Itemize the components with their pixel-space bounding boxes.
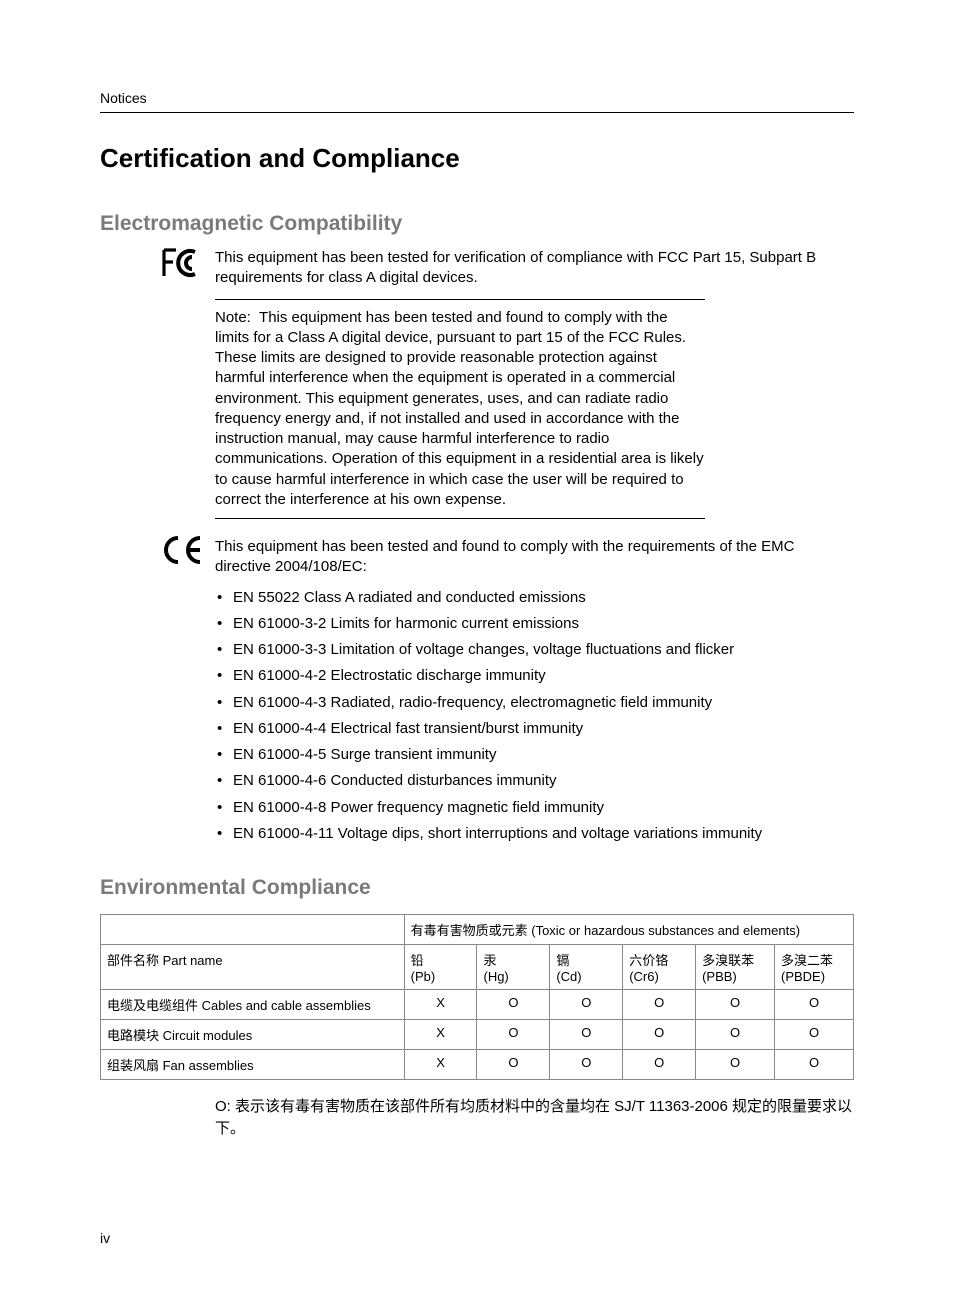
substance-value-cell: O [550,990,623,1020]
substance-col-header: 六价铬(Cr6) [623,945,696,990]
substance-col-header: 汞(Hg) [477,945,550,990]
substance-col-header: 多溴二苯(PBDE) [775,945,854,990]
substance-value-cell: O [477,1020,550,1050]
ce-text: This equipment has been tested and found… [215,537,854,578]
substance-col-header: 铅(Pb) [404,945,477,990]
part-name-cell: 组装风扇 Fan assemblies [101,1050,405,1080]
env-footnote: O: 表示该有毒有害物质在该部件所有均质材料中的含量均在 SJ/T 11363-… [215,1096,854,1140]
standards-item: EN 61000-4-5 Surge transient immunity [215,745,854,765]
table-row: 电缆及电缆组件 Cables and cable assembliesXOOOO… [101,990,854,1020]
emc-standards-list: EN 55022 Class A radiated and conducted … [215,588,854,845]
substance-value-cell: X [404,1020,477,1050]
fcc-note-box: Note: This equipment has been tested and… [215,299,705,520]
substance-value-cell: O [623,1020,696,1050]
substance-value-cell: O [477,1050,550,1080]
substance-value-cell: O [550,1050,623,1080]
part-name-cell: 电路模块 Circuit modules [101,1020,405,1050]
header-section-label: Notices [100,90,854,113]
env-section: Environmental Compliance 有毒有害物质或元素 (Toxi… [100,876,854,1140]
substance-value-cell: X [404,1050,477,1080]
part-name-cell: 电缆及电缆组件 Cables and cable assemblies [101,990,405,1020]
fcc-block: This equipment has been tested for verif… [215,248,854,519]
substance-value-cell: X [404,990,477,1020]
substance-value-cell: O [696,990,775,1020]
standards-item: EN 61000-3-2 Limits for harmonic current… [215,614,854,634]
table-row: 电路模块 Circuit modulesXOOOOO [101,1020,854,1050]
standards-item: EN 61000-4-3 Radiated, radio-frequency, … [215,693,854,713]
substance-value-cell: O [775,1050,854,1080]
fcc-text: This equipment has been tested for verif… [215,248,854,289]
page-number: iv [100,1230,854,1246]
note-label: Note: [215,309,251,326]
standards-item: EN 61000-4-2 Electrostatic discharge imm… [215,666,854,686]
substance-value-cell: O [696,1020,775,1050]
substances-span-header: 有毒有害物质或元素 (Toxic or hazardous substances… [404,915,853,945]
standards-item: EN 61000-4-11 Voltage dips, short interr… [215,824,854,844]
ce-block: This equipment has been tested and found… [215,537,854,844]
substance-value-cell: O [775,1020,854,1050]
standards-item: EN 61000-4-8 Power frequency magnetic fi… [215,798,854,818]
partname-col-header: 部件名称 Part name [101,945,405,990]
substance-value-cell: O [696,1050,775,1080]
env-compliance-table: 有毒有害物质或元素 (Toxic or hazardous substances… [100,914,854,1080]
env-heading: Environmental Compliance [100,876,854,900]
substance-value-cell: O [775,990,854,1020]
standards-item: EN 61000-4-6 Conducted disturbances immu… [215,771,854,791]
page-title: Certification and Compliance [100,143,854,174]
substance-value-cell: O [623,990,696,1020]
substance-col-header: 多溴联苯(PBB) [696,945,775,990]
emc-heading: Electromagnetic Compatibility [100,212,854,236]
substance-value-cell: O [477,990,550,1020]
standards-item: EN 61000-4-4 Electrical fast transient/b… [215,719,854,739]
standards-item: EN 55022 Class A radiated and conducted … [215,588,854,608]
fcc-icon [160,246,208,285]
note-text: This equipment has been tested and found… [215,309,704,508]
table-row: 组装风扇 Fan assembliesXOOOOO [101,1050,854,1080]
substance-value-cell: O [623,1050,696,1080]
ce-icon [160,535,204,570]
substance-value-cell: O [550,1020,623,1050]
standards-item: EN 61000-3-3 Limitation of voltage chang… [215,640,854,660]
table-header-blank [101,915,405,945]
substance-col-header: 镉(Cd) [550,945,623,990]
